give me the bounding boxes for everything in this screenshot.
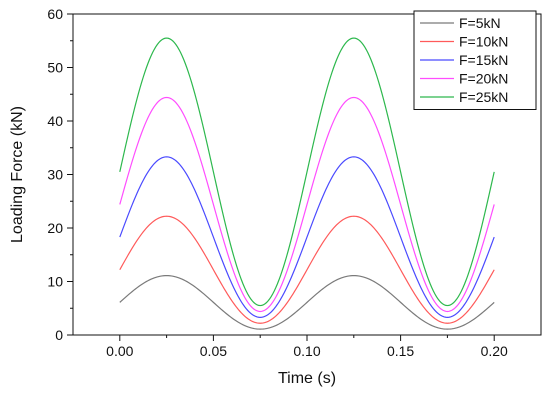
series-line-1 bbox=[119, 275, 495, 330]
legend-label: F=25kN bbox=[459, 89, 508, 105]
y-tick-label: 10 bbox=[47, 274, 63, 290]
legend-label: F=20kN bbox=[459, 71, 508, 87]
y-tick-label: 30 bbox=[47, 167, 63, 183]
series-curves bbox=[119, 37, 495, 330]
series-line-5 bbox=[119, 37, 495, 307]
series-line-4 bbox=[119, 96, 495, 313]
x-tick-label: 0.10 bbox=[293, 343, 320, 359]
legend: F=5kN F=10kN F=15kN F=20kN F=25kN bbox=[413, 10, 537, 110]
legend-label: F=10kN bbox=[459, 34, 508, 50]
x-axis-title: Time (s) bbox=[278, 370, 336, 387]
y-tick-label: 20 bbox=[47, 220, 63, 236]
x-tick-label: 0.00 bbox=[106, 343, 133, 359]
x-tick-label: 0.15 bbox=[387, 343, 414, 359]
y-axis-title: Loading Force (kN) bbox=[9, 106, 26, 243]
x-axis: 0.00 0.05 0.10 0.15 0.20 bbox=[106, 335, 508, 359]
legend-label: F=15kN bbox=[459, 52, 508, 68]
legend-label: F=5kN bbox=[459, 15, 501, 31]
y-tick-label: 50 bbox=[47, 60, 63, 76]
x-tick-label: 0.20 bbox=[481, 343, 508, 359]
y-tick-label: 0 bbox=[55, 327, 63, 343]
y-axis: 0 10 20 30 40 50 60 bbox=[47, 6, 73, 343]
y-tick-label: 60 bbox=[47, 6, 63, 22]
series-line-2 bbox=[119, 215, 495, 324]
x-tick-label: 0.05 bbox=[200, 343, 227, 359]
series-line-3 bbox=[119, 156, 495, 318]
y-tick-label: 40 bbox=[47, 113, 63, 129]
